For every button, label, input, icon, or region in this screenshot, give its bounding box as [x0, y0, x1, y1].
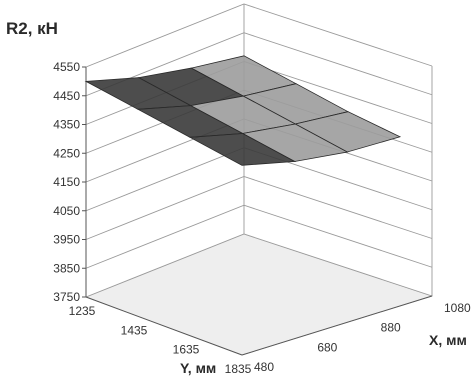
y-tick-label: 1435 — [121, 323, 148, 337]
x-tick-label: 1080 — [444, 301, 471, 315]
z-tick-label: 4550 — [53, 60, 80, 74]
z-tick-label: 4250 — [53, 146, 80, 160]
chart-walls — [84, 4, 434, 356]
x-tick-label: 480 — [254, 360, 274, 374]
surface-patch — [188, 133, 297, 166]
z-tick-label: 4450 — [53, 89, 80, 103]
y-tick-label: 1835 — [225, 362, 252, 376]
x-tick-label: 680 — [317, 340, 337, 354]
gridlines — [82, 3, 433, 356]
x-axis-title: X, мм — [429, 332, 467, 348]
y-axis-line — [85, 296, 243, 356]
z-tick-label: 3750 — [53, 290, 80, 304]
y-axis-title: Y, мм — [180, 360, 216, 376]
z-tick-label: 4050 — [53, 204, 80, 218]
z-tick-label: 3950 — [53, 233, 80, 247]
y-tick-label: 1635 — [173, 343, 200, 357]
z-tick-label: 3850 — [53, 261, 80, 275]
x-axis-tick-labels: 480 680 880 1080 — [254, 301, 471, 374]
x-tick-label: 880 — [381, 321, 401, 335]
y-axis-tick-labels: 1235 1435 1635 1835 — [69, 304, 252, 376]
chart-title: R2, кН — [6, 19, 58, 38]
z-axis-tick-labels: 4550 4450 4350 4250 4150 4050 3950 3850 3750 — [53, 60, 80, 304]
surface-plot — [84, 55, 402, 166]
z-tick-label: 4350 — [53, 118, 80, 132]
y-tick-label: 1235 — [69, 304, 96, 318]
x-axis-line — [241, 295, 433, 356]
z-tick-label: 4150 — [53, 175, 80, 189]
